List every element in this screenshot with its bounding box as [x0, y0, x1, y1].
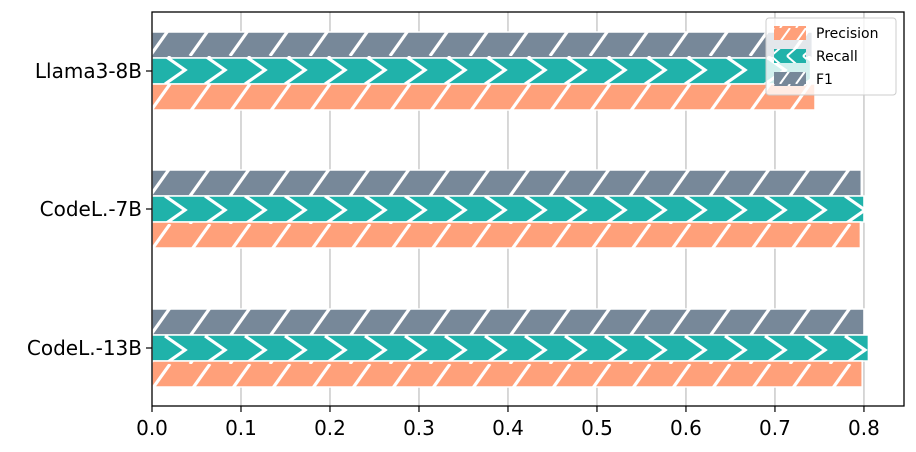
x-tick-label: 0.0 [136, 416, 168, 440]
bar-hatch [152, 309, 864, 335]
bar-hatch [152, 361, 863, 387]
x-tick-label: 0.5 [581, 416, 613, 440]
bar-hatch [152, 58, 811, 84]
bar-hatch [152, 222, 861, 248]
legend-swatch-hatch [774, 49, 806, 63]
bar-hatch [152, 196, 864, 222]
x-tick-label: 0.7 [759, 416, 791, 440]
bar-hatch [152, 170, 862, 196]
x-axis-ticks: 0.0 0.1 0.2 0.3 0.4 0.5 0.6 0.7 0.8 [136, 406, 880, 440]
legend: Precision Recall F1 [765, 17, 897, 96]
legend-label-recall: Recall [816, 49, 858, 65]
y-tick-label: Llama3-8B [35, 59, 142, 83]
x-tick-label: 0.3 [403, 416, 435, 440]
legend-label-precision: Precision [816, 26, 878, 42]
bar-hatch [152, 32, 813, 58]
bars [151, 31, 870, 388]
legend-label-f1: F1 [816, 72, 833, 88]
y-tick-label: CodeL.-13B [27, 336, 142, 360]
legend-swatch-hatch [774, 26, 806, 40]
bar-hatch [152, 84, 816, 110]
y-axis-ticks: Llama3-8B CodeL.-7B CodeL.-13B [27, 59, 152, 360]
x-tick-label: 0.6 [670, 416, 702, 440]
legend-swatch-hatch [774, 72, 806, 86]
x-tick-label: 0.1 [225, 416, 257, 440]
y-tick-label: CodeL.-7B [40, 197, 142, 221]
x-tick-label: 0.8 [848, 416, 880, 440]
bar-hatch [152, 335, 869, 361]
x-tick-label: 0.4 [492, 416, 524, 440]
x-tick-label: 0.2 [314, 416, 346, 440]
